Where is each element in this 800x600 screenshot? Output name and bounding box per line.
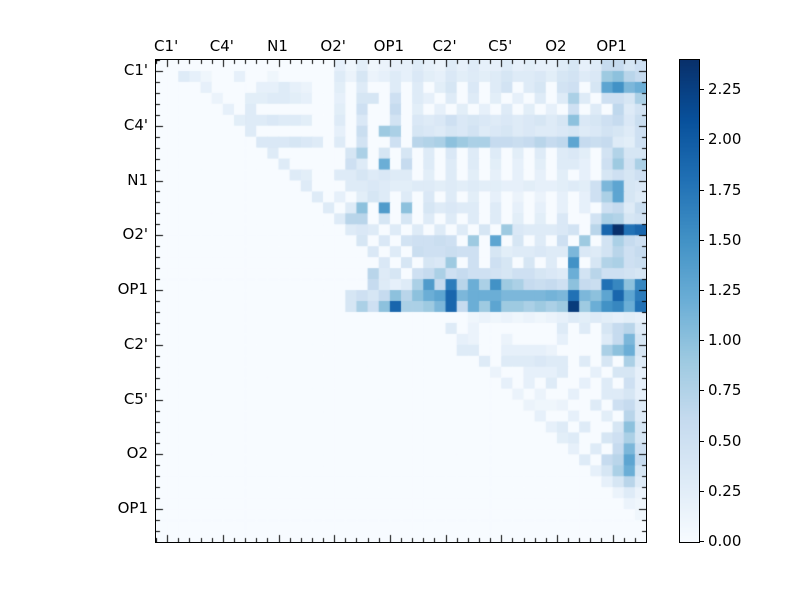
colorbar-tick-label: 1.50 — [708, 231, 742, 249]
x-tick-label: C1' — [154, 37, 179, 55]
colorbar-tick-label: 2.00 — [708, 130, 742, 148]
colorbar — [679, 59, 700, 543]
colorbar-tick-label: 0.50 — [708, 432, 742, 450]
x-tick-label: C2' — [432, 37, 457, 55]
colorbar-tick-label: 1.75 — [708, 181, 742, 199]
y-tick-label: O2' — [122, 225, 148, 244]
heatmap-plot-area — [155, 59, 647, 543]
colorbar-tick — [699, 491, 704, 492]
colorbar-tick — [699, 89, 704, 90]
colorbar-tick — [699, 139, 704, 140]
y-tick-label: OP1 — [117, 280, 148, 299]
colorbar-tick-label: 2.25 — [708, 80, 742, 98]
y-tick-label: OP1 — [117, 499, 148, 518]
colorbar-tick — [699, 441, 704, 442]
colorbar-tick — [699, 290, 704, 291]
y-tick-label: N1 — [127, 170, 148, 189]
colorbar-tick-label: 1.00 — [708, 331, 742, 349]
colorbar-tick — [699, 190, 704, 191]
colorbar-tick — [699, 240, 704, 241]
colorbar-canvas — [680, 60, 699, 542]
x-tick-label: C4' — [209, 37, 234, 55]
y-tick-label: C4' — [123, 115, 148, 134]
x-tick-label: O2' — [320, 37, 346, 55]
colorbar-tick — [699, 340, 704, 341]
y-tick-label: O2 — [126, 444, 148, 463]
colorbar-tick-label: 0.00 — [708, 532, 742, 550]
y-tick-label: C5' — [123, 389, 148, 408]
x-tick-label: OP1 — [373, 37, 405, 55]
x-tick-label: C5' — [488, 37, 513, 55]
y-tick-label: C2' — [123, 334, 148, 353]
heatmap-canvas — [156, 60, 646, 542]
x-tick-label: N1 — [267, 37, 288, 55]
x-tick-label: O2 — [545, 37, 567, 55]
colorbar-tick-label: 1.25 — [708, 281, 742, 299]
colorbar-tick — [699, 541, 704, 542]
x-tick-label: OP1 — [596, 37, 627, 55]
y-tick-label: C1' — [123, 60, 148, 79]
colorbar-tick-label: 0.75 — [708, 381, 742, 399]
colorbar-tick — [699, 390, 704, 391]
colorbar-tick-label: 0.25 — [708, 482, 742, 500]
